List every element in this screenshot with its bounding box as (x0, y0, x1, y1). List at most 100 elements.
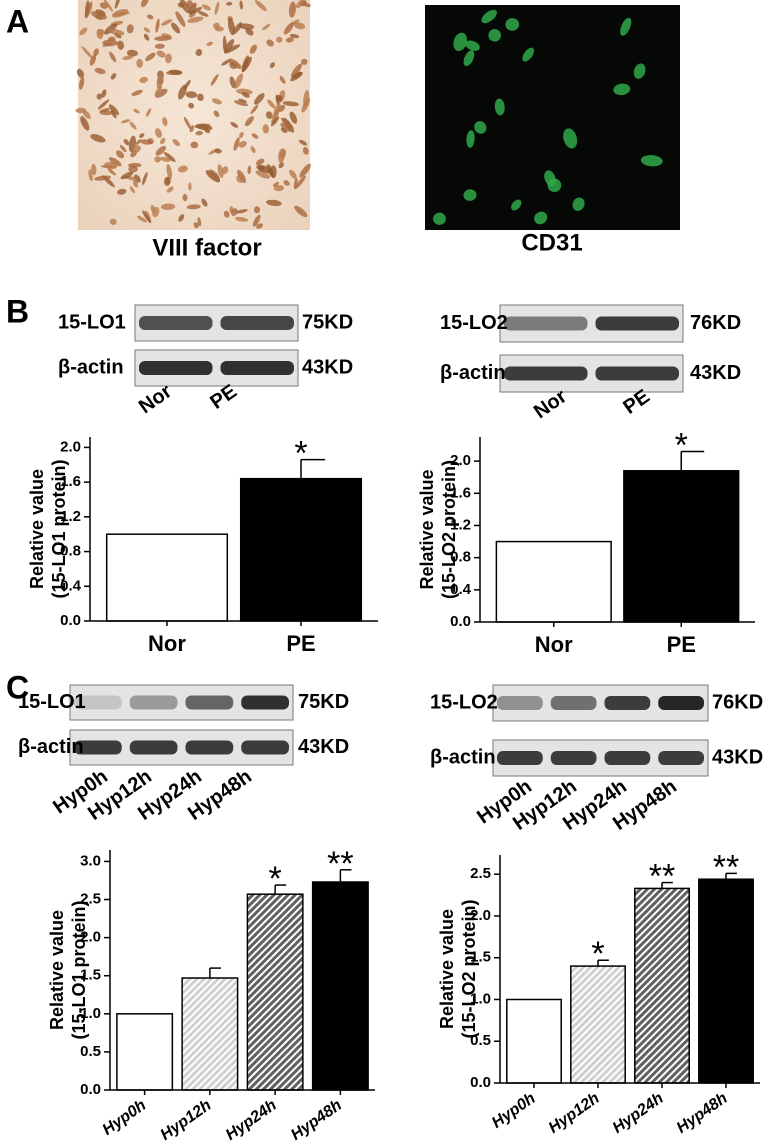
cell (273, 185, 285, 192)
y-tick-label: 1.2 (450, 516, 471, 533)
cell (104, 162, 118, 170)
y-tick-label: 0.0 (60, 612, 81, 629)
cell (142, 210, 151, 224)
blot-band (497, 751, 543, 765)
cell (272, 181, 280, 187)
cell (182, 194, 188, 202)
blot-band (74, 740, 122, 755)
cell (534, 211, 548, 225)
cell (185, 91, 198, 99)
cell (222, 166, 229, 175)
cell (154, 128, 162, 138)
bar (506, 998, 562, 1084)
cell (183, 116, 192, 130)
cell (195, 130, 203, 136)
cell (133, 108, 140, 114)
cell (197, 11, 209, 17)
bar (246, 893, 304, 1091)
cell (267, 99, 276, 109)
cell (78, 76, 85, 90)
cell (233, 137, 240, 151)
y-tick-label: 0.8 (60, 543, 81, 560)
cell (453, 32, 468, 52)
significance: ** (713, 848, 739, 886)
cell (139, 76, 148, 84)
bar (239, 477, 363, 622)
cell (142, 171, 148, 186)
y-axis-label: (15-LO2 protein) (459, 899, 479, 1038)
cell (293, 22, 306, 30)
cell (145, 52, 156, 62)
blot-band (504, 366, 588, 381)
cell (132, 145, 141, 153)
blot-row-label: β-actin (18, 736, 84, 758)
cell (186, 0, 194, 9)
y-axis-label: (15-LO2 protein) (439, 460, 459, 599)
cell (241, 55, 250, 73)
blot-row-label: β-actin (430, 746, 496, 768)
cell (262, 124, 269, 134)
cell (236, 88, 253, 95)
cell (186, 204, 201, 210)
y-tick-label: 1.5 (80, 967, 101, 984)
cell (236, 209, 248, 214)
blot-band (658, 696, 704, 710)
cell (159, 156, 171, 162)
y-tick-label: 2.0 (470, 907, 491, 924)
cell (120, 171, 134, 180)
cell (119, 145, 127, 153)
cell (266, 199, 282, 207)
cell (131, 89, 143, 96)
cell (88, 169, 93, 182)
cell (161, 19, 173, 26)
cells (433, 9, 663, 225)
cell (244, 116, 254, 127)
cell (289, 169, 297, 180)
cell (113, 11, 130, 16)
cell (195, 123, 213, 131)
cell (217, 164, 224, 178)
cell (235, 216, 249, 222)
cell (275, 94, 280, 106)
cell (79, 27, 88, 36)
blot-band (220, 316, 294, 330)
cell (127, 162, 142, 168)
cell (505, 18, 520, 31)
cell (109, 218, 117, 225)
cell (154, 35, 173, 41)
bar (105, 533, 229, 622)
y-tick-label: 0.0 (470, 1074, 491, 1091)
cell (135, 139, 142, 145)
x-tick-label: Hyp0h (100, 1097, 150, 1139)
cell (572, 197, 585, 211)
blot-row-label: 15-LO1 (58, 311, 126, 333)
cell (255, 170, 271, 179)
cell (166, 164, 173, 180)
cell (299, 139, 308, 146)
cell (117, 188, 127, 195)
cell (132, 180, 139, 188)
blot-band (497, 696, 543, 710)
cell (164, 176, 171, 187)
cell (279, 75, 286, 84)
y-axis-label: Relative value (417, 469, 437, 589)
blot-band (595, 316, 679, 331)
cell (120, 119, 131, 124)
cell (183, 79, 191, 90)
y-tick-label: 0.4 (450, 581, 472, 598)
cell (295, 0, 305, 9)
bar (181, 977, 239, 1091)
cell (178, 214, 185, 222)
cell (155, 88, 168, 98)
y-axis-label: Relative value (437, 909, 457, 1029)
blot-band (241, 740, 289, 755)
cell (98, 29, 105, 36)
cell (247, 165, 252, 175)
cell (143, 27, 150, 33)
cell (99, 110, 114, 116)
cell (136, 58, 143, 68)
x-tick-label: Nor (535, 632, 573, 657)
cell (187, 16, 204, 23)
cell (171, 22, 181, 34)
cell (474, 121, 487, 134)
